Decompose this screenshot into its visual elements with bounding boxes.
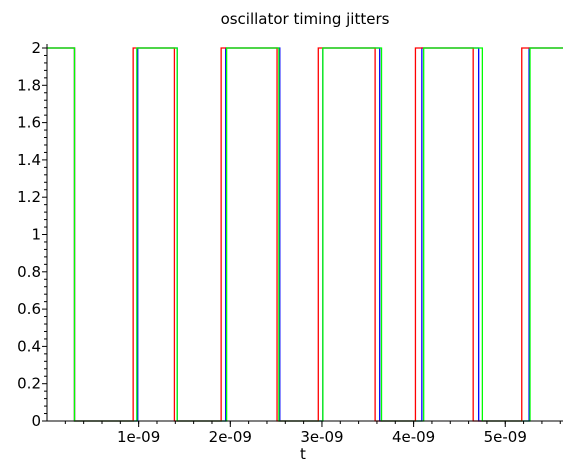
x-tick-label: 2e-09 <box>209 428 252 446</box>
x-tick-label: 1e-09 <box>117 428 160 446</box>
y-tick-label: 1.4 <box>17 151 41 169</box>
y-tick-label: 0.4 <box>17 337 41 355</box>
axis-layer: 0 0.2 0.4 0.6 0.8 1 1.2 1.4 1.6 1.8 2 1e-09 2e-09 3e-… <box>17 39 563 446</box>
x-tick-label: 4e-09 <box>392 428 435 446</box>
series-line-3 <box>47 47 563 422</box>
x-tick-label: 5e-09 <box>484 428 527 446</box>
y-tick-label: 0 <box>31 412 41 430</box>
y-tick-label: 0.6 <box>17 300 41 318</box>
series-layer <box>47 47 563 422</box>
series-line-1 <box>47 47 563 422</box>
chart-title: oscillator timing jitters <box>221 10 390 28</box>
y-tick-label: 1 <box>31 226 41 244</box>
x-axis-label: t <box>300 445 306 463</box>
x-tick-label: 3e-09 <box>300 428 343 446</box>
y-tick-label: 2 <box>31 39 41 57</box>
y-tick-label: 1.8 <box>17 76 41 94</box>
y-tick-label: 0.8 <box>17 263 41 281</box>
series-line-2 <box>47 47 563 422</box>
y-tick-label: 1.6 <box>17 114 41 132</box>
y-tick-label: 0.2 <box>17 375 41 393</box>
y-tick-label: 1.2 <box>17 188 41 206</box>
